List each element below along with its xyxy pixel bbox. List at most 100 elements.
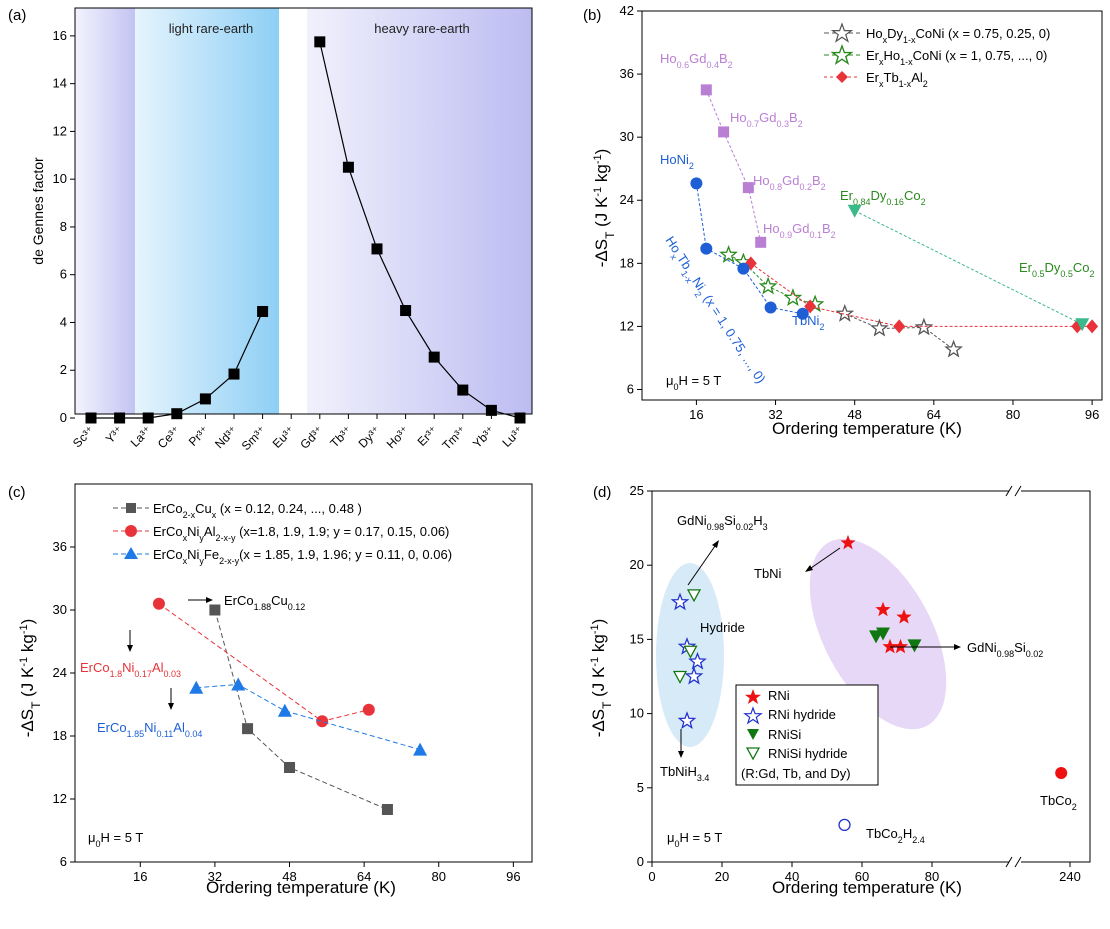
annotation: Ho0.9Gd0.1B2 bbox=[763, 221, 836, 240]
y-tick-label: 0 bbox=[637, 854, 644, 869]
annotation: TbCo2 bbox=[1040, 793, 1077, 812]
x-tick-label: 240 bbox=[1059, 869, 1081, 884]
x-tick-label: 40 bbox=[785, 869, 799, 884]
data-point bbox=[882, 638, 898, 654]
data-point bbox=[362, 703, 375, 716]
data-point bbox=[199, 393, 211, 405]
data-point bbox=[944, 339, 963, 358]
arrow-head-icon bbox=[678, 751, 684, 758]
series-line bbox=[854, 210, 1083, 325]
y-tick-label: 14 bbox=[53, 76, 67, 91]
series-line bbox=[844, 313, 954, 350]
data-point bbox=[242, 723, 254, 735]
y-tick-label: 36 bbox=[53, 539, 67, 554]
legend-item-0: RNi bbox=[768, 688, 790, 703]
y-tick-label: 0 bbox=[60, 410, 67, 425]
x-tick-label: Lu³⁺ bbox=[499, 423, 526, 450]
x-tick-label: Dy³⁺ bbox=[356, 423, 384, 451]
y-tick-label: 2 bbox=[60, 362, 67, 377]
x-tick-label: Tb³⁺ bbox=[327, 423, 354, 450]
data-point bbox=[1086, 319, 1099, 334]
annotation: Er0.5Dy0.5Co2 bbox=[1019, 260, 1095, 279]
hydride-label: Hydride bbox=[700, 620, 745, 635]
data-point bbox=[371, 243, 383, 255]
plot-frame bbox=[641, 10, 1103, 401]
data-point bbox=[1055, 766, 1068, 779]
data-point bbox=[257, 305, 269, 317]
data-point bbox=[677, 711, 697, 729]
arrow-head-icon bbox=[805, 565, 813, 572]
panel-c-ylabel: -ΔST (J K-1 kg-1) bbox=[18, 619, 43, 738]
panel-d-xlabel: Ordering temperature (K) bbox=[772, 878, 962, 897]
x-tick-label: Tm³⁺ bbox=[439, 423, 468, 452]
panel-c-annotations: ErCo1.88Cu0.12 ErCo1.8Ni0.17Al0.03 ErCo1… bbox=[80, 593, 305, 849]
panel-c-plot: 16 32 48 64 80 96 6 12 18 24 30 36 bbox=[53, 483, 533, 884]
y-tick-label: 6 bbox=[60, 267, 67, 282]
series-line bbox=[705, 89, 762, 243]
annotation: Ho0.6Gd0.4B2 bbox=[660, 51, 733, 70]
x-tick-label: 96 bbox=[506, 869, 520, 884]
axis-break-icon bbox=[1005, 856, 1013, 868]
x-tick-label: 48 bbox=[282, 869, 296, 884]
annotation: Ho0.7Gd0.3B2 bbox=[730, 110, 803, 129]
legend-triangle-icon bbox=[124, 547, 138, 559]
data-point bbox=[688, 651, 707, 670]
data-point bbox=[737, 262, 750, 275]
data-point bbox=[896, 609, 912, 624]
data-point bbox=[875, 601, 891, 617]
legend-item-1: RNi hydride bbox=[768, 707, 836, 722]
data-point bbox=[758, 276, 778, 295]
data-point bbox=[755, 236, 767, 248]
x-tick-label: Ce³⁺ bbox=[155, 423, 183, 451]
x-tick-label: Yb³⁺ bbox=[470, 423, 498, 451]
axis-break-icon bbox=[1014, 856, 1022, 868]
data-point bbox=[914, 317, 934, 336]
region-left-shade bbox=[75, 8, 135, 414]
data-point bbox=[400, 305, 412, 317]
panel-b-annotations: Ho0.6Gd0.4B2 Ho0.7Gd0.3B2 Ho0.8Gd0.2B2 H… bbox=[660, 51, 1095, 392]
legend-star-icon bbox=[744, 689, 762, 704]
panel-a-ylabel: de Gennes factor bbox=[30, 157, 46, 265]
data-point bbox=[381, 804, 393, 815]
y-tick-label: 18 bbox=[53, 728, 67, 743]
legend-item-2: RNiSi bbox=[768, 727, 801, 742]
x-tick-label: 48 bbox=[847, 407, 861, 422]
data-point bbox=[314, 36, 326, 48]
panel-c-xlabel: Ordering temperature (K) bbox=[206, 878, 396, 897]
y-tick-label: 16 bbox=[53, 28, 67, 43]
light-rare-earth-label: light rare-earth bbox=[169, 21, 254, 36]
data-point bbox=[209, 604, 221, 616]
legend-item-4: (R:Gd, Tb, and Dy) bbox=[741, 766, 851, 781]
arrow-head-icon bbox=[206, 597, 213, 603]
data-point bbox=[870, 318, 889, 337]
x-tick-label: 16 bbox=[689, 407, 703, 422]
data-point bbox=[783, 288, 803, 306]
panel-b-legend: HoxDy1-xCoNi (x = 0.75, 0.25, 0) ErxHo1-… bbox=[824, 22, 1050, 89]
data-point bbox=[893, 319, 906, 334]
data-point bbox=[690, 177, 703, 190]
annotation: GdNi0.98Si0.02 bbox=[967, 640, 1043, 659]
axis-break-gap bbox=[1009, 486, 1021, 496]
legend-square-icon bbox=[126, 503, 136, 513]
x-tick-label: 80 bbox=[1006, 407, 1020, 422]
data-point bbox=[231, 677, 246, 691]
legend-diamond-icon bbox=[836, 71, 848, 83]
data-point bbox=[700, 84, 712, 96]
annotation: TbCo2H2.4 bbox=[866, 826, 925, 845]
data-point bbox=[892, 638, 909, 654]
y-tick-label: 24 bbox=[53, 665, 67, 680]
x-tick-label: 32 bbox=[208, 869, 222, 884]
x-tick-label: Nd³⁺ bbox=[212, 423, 240, 451]
data-point bbox=[686, 589, 702, 603]
data-point bbox=[514, 412, 526, 424]
panel-d-ylabel: -ΔST (J K-1 kg-1) bbox=[589, 619, 614, 738]
data-point bbox=[277, 703, 292, 717]
y-tick-label: 20 bbox=[630, 557, 644, 572]
y-tick-label: 8 bbox=[60, 219, 67, 234]
field-label: μ0H = 5 T bbox=[667, 830, 722, 849]
arrow bbox=[687, 545, 716, 586]
panel-c: (c) 16 32 48 64 80 96 6 12 18 24 30 36 Ordering tem… bbox=[8, 483, 533, 897]
panel-b-ylabel: -ΔST (J K-1 kg-1) bbox=[592, 149, 617, 268]
y-tick-label: 4 bbox=[60, 314, 67, 329]
